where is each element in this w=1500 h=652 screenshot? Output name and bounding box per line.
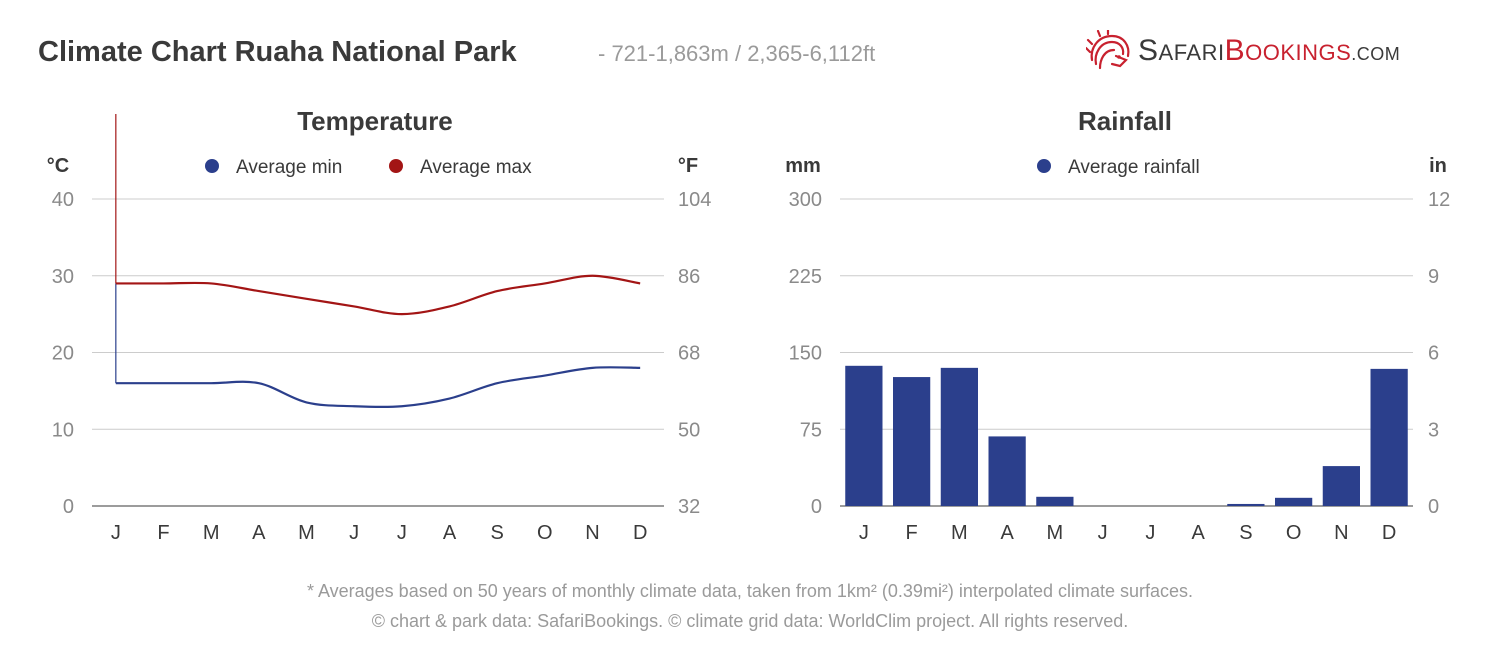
temp-month-label: D [633, 522, 647, 544]
safaribookings-logo[interactable]: SAFARIBOOKINGS.COM [1084, 28, 1466, 74]
rain-right-tick-label: 9 [1428, 266, 1439, 288]
rain-right-tick-label: 6 [1428, 343, 1439, 365]
rain-month-label: D [1382, 522, 1396, 544]
temp-right-unit-label: °F [678, 155, 698, 177]
rain-bar [1370, 368, 1408, 506]
temp-legend-marker [389, 159, 403, 173]
rain-left-tick-label: 75 [800, 419, 822, 441]
rain-month-label: J [859, 522, 869, 544]
temp-legend-label: Average min [236, 157, 342, 178]
temp-month-label: M [203, 522, 220, 544]
temp-left-tick-label: 20 [52, 343, 74, 365]
temp-left-tick-label: 10 [52, 419, 74, 441]
temp-legend-label: Average max [420, 157, 532, 178]
rain-month-label: A [1191, 522, 1205, 544]
rain-left-tick-label: 150 [789, 343, 822, 365]
temp-left-tick-label: 0 [63, 496, 74, 518]
rain-month-label: F [906, 522, 918, 544]
temp-month-label: A [252, 522, 266, 544]
rain-bar [988, 436, 1026, 506]
rain-bar [940, 367, 978, 506]
rain-month-label: J [1145, 522, 1155, 544]
temp-panel-title: Temperature [297, 106, 453, 136]
rain-right-tick-label: 0 [1428, 496, 1439, 518]
rain-month-label: N [1334, 522, 1348, 544]
rain-month-label: O [1286, 522, 1302, 544]
temp-month-label: A [443, 522, 457, 544]
temp-right-tick-label: 32 [678, 496, 700, 518]
temp-right-tick-label: 50 [678, 419, 700, 441]
temp-month-label: J [349, 522, 359, 544]
rain-bar [1036, 496, 1074, 506]
temp-series-line-average-max [115, 274, 641, 316]
rain-left-unit-label: mm [785, 155, 821, 177]
rain-bar [1275, 497, 1313, 506]
rain-month-label: S [1239, 522, 1252, 544]
temp-left-tick-label: 40 [52, 189, 74, 211]
rain-bar [845, 365, 883, 506]
temp-month-label: S [490, 522, 503, 544]
rain-right-tick-label: 12 [1428, 189, 1450, 211]
chart-title: Climate Chart Ruaha National Park [38, 36, 517, 68]
rain-right-unit-label: in [1429, 155, 1447, 177]
rain-month-label: M [951, 522, 968, 544]
logo-wordmark: SAFARIBOOKINGS.COM [1138, 34, 1401, 67]
temp-right-tick-label: 68 [678, 343, 700, 365]
rain-bar [893, 377, 931, 506]
temp-month-label: J [397, 522, 407, 544]
lion-head-icon [1084, 28, 1130, 70]
elevation-subtitle: - 721-1,863m / 2,365-6,112ft [598, 41, 876, 66]
temp-month-label: M [298, 522, 315, 544]
temp-right-tick-label: 86 [678, 266, 700, 288]
temp-legend-marker [205, 159, 219, 173]
temp-month-label: O [537, 522, 553, 544]
temp-month-label: N [585, 522, 599, 544]
rain-legend-marker [1037, 159, 1051, 173]
temp-left-unit-label: °C [47, 155, 69, 177]
temp-month-label: F [157, 522, 169, 544]
rain-left-tick-label: 300 [789, 189, 822, 211]
rain-month-label: J [1098, 522, 1108, 544]
temp-series-line-average-min [115, 366, 641, 409]
copyright-note: © chart & park data: SafariBookings. © c… [371, 611, 1129, 631]
rain-month-label: M [1047, 522, 1064, 544]
rain-panel-title: Rainfall [1078, 106, 1172, 136]
temp-left-tick-label: 30 [52, 266, 74, 288]
rain-left-tick-label: 0 [811, 496, 822, 518]
rain-right-tick-label: 3 [1428, 419, 1439, 441]
data-source-note: * Averages based on 50 years of monthly … [306, 581, 1194, 601]
temp-month-label: J [111, 522, 121, 544]
rain-month-label: A [1000, 522, 1014, 544]
temp-right-tick-label: 104 [678, 189, 711, 211]
rain-legend-label: Average rainfall [1068, 157, 1200, 178]
rain-left-tick-label: 225 [789, 266, 822, 288]
rain-bar [1227, 503, 1265, 506]
rain-bar [1322, 466, 1360, 506]
